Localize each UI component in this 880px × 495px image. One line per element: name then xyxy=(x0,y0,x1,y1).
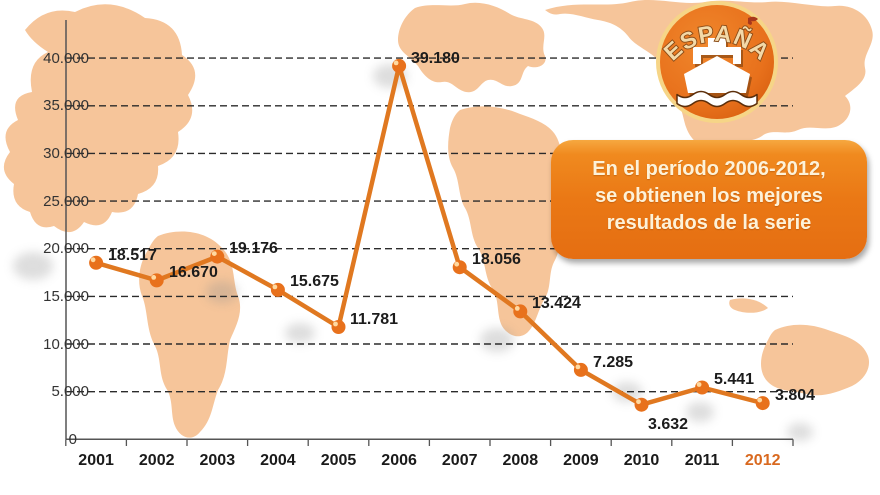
svg-text:ESPAÑA: ESPAÑA xyxy=(659,20,776,66)
